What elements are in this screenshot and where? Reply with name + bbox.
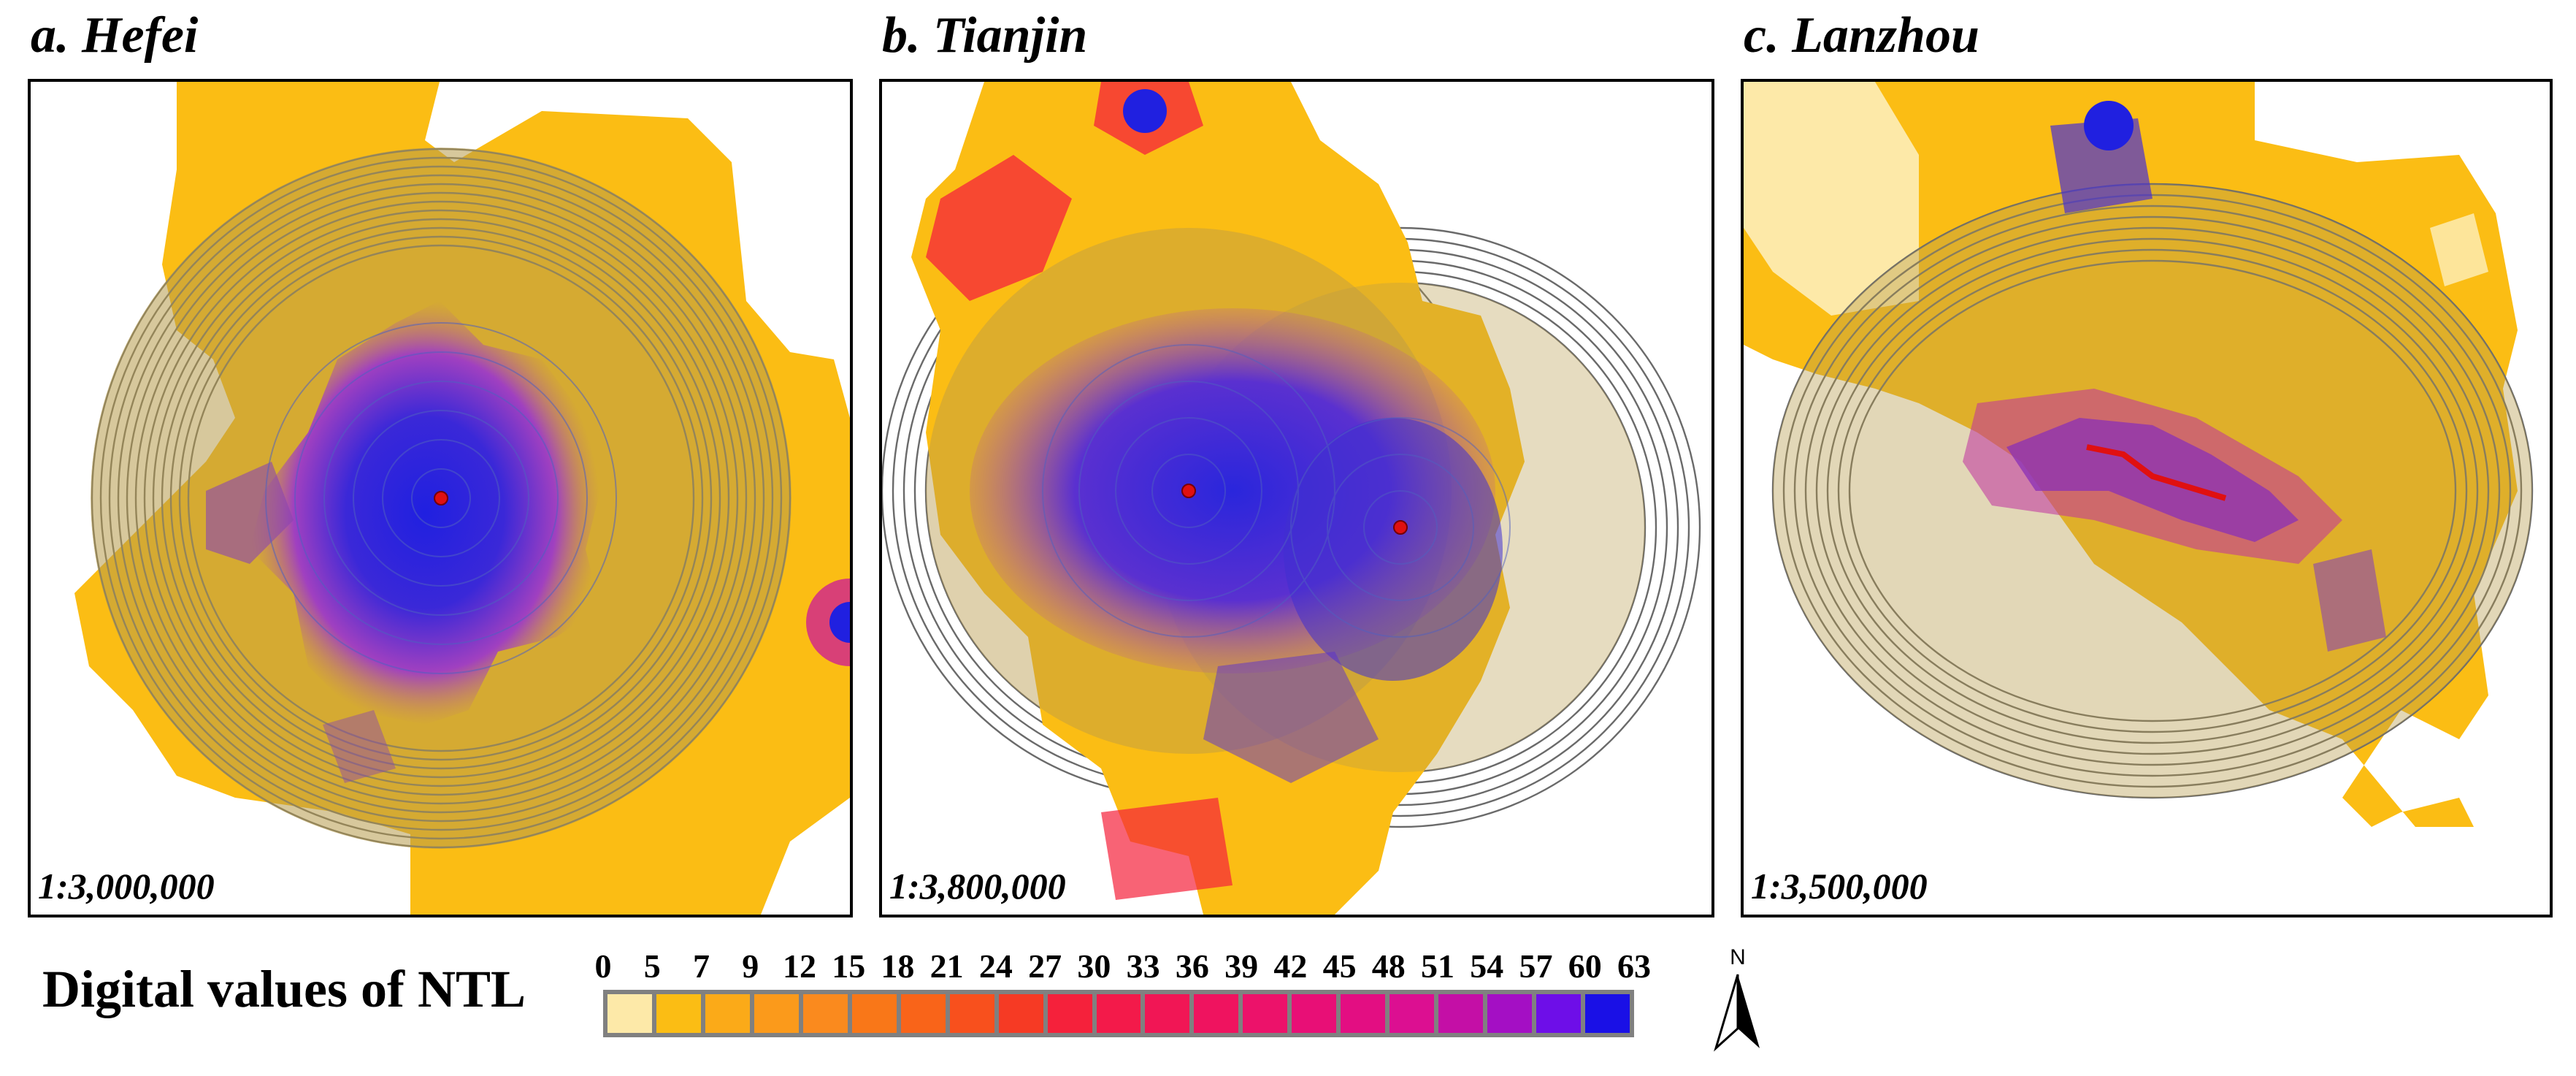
legend-swatch <box>1243 994 1288 1033</box>
legend-swatch <box>1389 994 1435 1033</box>
hefei-ntl-map <box>74 82 850 915</box>
legend-swatch <box>754 994 799 1033</box>
map-tianjin: 1:3,800,000 <box>879 79 1714 917</box>
legend-swatch <box>1096 994 1141 1033</box>
legend-swatch <box>1292 994 1337 1033</box>
legend-tick-label: 54 <box>1470 947 1504 985</box>
legend-swatch <box>607 994 652 1033</box>
legend-color-bar <box>603 990 1634 1037</box>
panel-b-title: b. Tianjin <box>882 7 1088 64</box>
legend-title: Digital values of NTL <box>42 960 526 1018</box>
legend-swatch <box>949 994 994 1033</box>
legend-swatch <box>1487 994 1533 1033</box>
legend-tick-label: 57 <box>1519 947 1553 985</box>
north-arrow: N <box>1709 942 1767 1056</box>
tianjin-center-point-1 <box>1181 484 1196 498</box>
legend-tick-label: 24 <box>978 947 1013 985</box>
legend-tick-label: 18 <box>881 947 915 985</box>
map-hefei: 1:3,000,000 <box>28 79 853 917</box>
tianjin-center-point-2 <box>1393 520 1408 535</box>
map-lanzhou: 1:3,500,000 <box>1741 79 2553 917</box>
legend-swatch <box>851 994 897 1033</box>
legend-swatch <box>900 994 946 1033</box>
legend-tick-label: 0 <box>594 947 612 985</box>
legend-tick-label: 63 <box>1617 947 1651 985</box>
tianjin-ntl-map <box>882 82 1701 915</box>
legend-swatch <box>705 994 750 1033</box>
legend-tick-label: 21 <box>929 947 964 985</box>
legend-swatch <box>1536 994 1582 1033</box>
legend-tick-label: 30 <box>1077 947 1111 985</box>
legend-tick-label: 9 <box>742 947 759 985</box>
legend-tick-label: 60 <box>1568 947 1602 985</box>
legend-swatch <box>1438 994 1484 1033</box>
legend-swatch <box>1585 994 1630 1033</box>
legend-tick-label: 33 <box>1126 947 1160 985</box>
legend-swatch <box>656 994 701 1033</box>
legend-tick-label: 7 <box>692 947 710 985</box>
north-label: N <box>1730 945 1746 969</box>
panel-c-title: c. Lanzhou <box>1744 7 1979 64</box>
legend-tick-label: 5 <box>643 947 661 985</box>
lanzhou-ntl-map <box>1744 82 2534 827</box>
hefei-center-point <box>434 491 448 505</box>
legend-swatch <box>1194 994 1239 1033</box>
legend-tick-label: 36 <box>1175 947 1209 985</box>
legend-tick-label: 51 <box>1421 947 1455 985</box>
tianjin-scale: 1:3,800,000 <box>889 866 1066 907</box>
legend-swatch <box>1341 994 1386 1033</box>
lanzhou-scale: 1:3,500,000 <box>1751 866 1928 907</box>
legend-tick-label: 12 <box>782 947 816 985</box>
legend-tick-label: 15 <box>832 947 866 985</box>
legend-swatch <box>1047 994 1092 1033</box>
lanzhou-center-line <box>2086 444 2227 501</box>
panel-a-title: a. Hefei <box>31 7 199 64</box>
legend-tick-label: 48 <box>1371 947 1406 985</box>
legend-tick-label: 45 <box>1322 947 1357 985</box>
hefei-scale: 1:3,000,000 <box>38 866 215 907</box>
north-arrow-icon: N <box>1714 945 1760 1052</box>
legend-tick-label: 42 <box>1273 947 1308 985</box>
legend-tick-label: 39 <box>1224 947 1259 985</box>
lanzhou-buffer-rings <box>1771 183 2534 799</box>
legend-swatch <box>1145 994 1190 1033</box>
legend-tick-label: 27 <box>1028 947 1062 985</box>
legend-swatch <box>802 994 848 1033</box>
hefei-urban-core <box>250 301 600 725</box>
legend-swatch <box>998 994 1043 1033</box>
